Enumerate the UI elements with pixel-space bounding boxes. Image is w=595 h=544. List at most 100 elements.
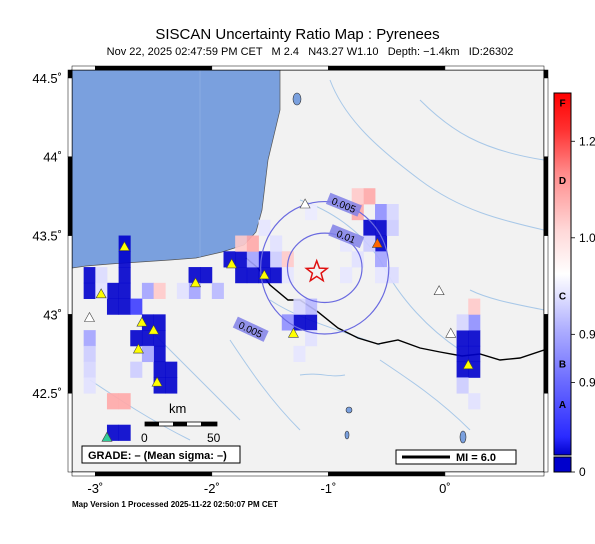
grid-cell (165, 377, 178, 394)
station-triangle (95, 288, 107, 299)
scale-tick-0: 0 (141, 431, 148, 445)
grid-cell (130, 298, 143, 315)
grid-cell (83, 330, 96, 347)
grid-cell (83, 377, 96, 394)
grid-cell (106, 424, 120, 441)
lake (344, 430, 350, 440)
station-triangle (151, 376, 163, 387)
station-triangle (445, 327, 457, 338)
grid-cell (305, 314, 318, 331)
lat-tick-label: 42.5˚ (32, 386, 62, 401)
colorbar: 1.2 1.0 0.9 0.9 0 F D C B A (553, 92, 595, 479)
lat-tick-label: 44˚ (43, 150, 62, 165)
grid-cell (363, 188, 376, 205)
grid-cell (118, 424, 131, 441)
lon-tick-label: -2˚ (204, 481, 220, 496)
map-subtitle: Nov 22, 2025 02:47:59 PM CET M 2.4 N43.2… (106, 46, 514, 58)
lake (459, 430, 467, 444)
grid-cell (258, 219, 271, 236)
grid-cell (165, 361, 178, 378)
grade-box (81, 445, 241, 464)
grid-cell (293, 298, 306, 315)
station-triangle (148, 324, 160, 335)
colorbar-label: 0.9 (579, 327, 595, 341)
grid-cell (305, 298, 318, 315)
grid-cell (83, 267, 96, 284)
grid-cell (468, 345, 481, 363)
grid-cell (106, 282, 120, 299)
frame-checker (67, 65, 549, 477)
grid-cell (141, 345, 154, 363)
grid-cell (305, 330, 318, 347)
grid-cell (106, 393, 120, 410)
grid-cell (246, 235, 259, 252)
grid-cell (456, 314, 469, 331)
lat-tick-label: 43˚ (43, 307, 62, 322)
station-triangle (101, 431, 113, 442)
mi-box (395, 449, 517, 465)
grid-cell (363, 235, 376, 252)
colorbar-grade-letter: D (559, 176, 566, 187)
colorbar-grade-letter: F (559, 99, 565, 110)
scale-unit: km (169, 401, 186, 416)
grid-cell (456, 377, 469, 394)
coastal-island (292, 92, 302, 106)
grid-cell (130, 361, 143, 378)
grade-label: GRADE: – (Mean sigma: –) (88, 450, 227, 462)
lon-tick-label: 0˚ (439, 481, 451, 496)
grid-cell (375, 251, 388, 268)
grid-cell (246, 251, 259, 268)
lake (345, 406, 353, 414)
station-triangle (258, 269, 270, 280)
country-border (245, 257, 544, 361)
grid-cell (468, 393, 481, 410)
stations (83, 198, 474, 442)
grid-cell (375, 267, 388, 284)
grid-cell (386, 204, 399, 221)
station-triangle (190, 277, 202, 288)
station-triangle (287, 327, 299, 338)
grid-cell (375, 219, 388, 236)
grid-cell (246, 267, 259, 284)
grid-cell (83, 361, 96, 378)
grid-cell (188, 267, 201, 284)
station-triangle (226, 258, 238, 269)
processed-footer: Map Version 1 Processed 2025-11-22 02:50… (72, 500, 278, 509)
grid-cell (106, 298, 120, 315)
grid-cell (95, 267, 108, 284)
grid-cell (456, 330, 469, 347)
grid-cell (141, 282, 154, 299)
colorbar-label: 0 (579, 465, 586, 479)
contour-line (260, 200, 390, 335)
grid-cell (468, 314, 481, 331)
longitude-ticks: -3˚ -2˚ -1˚ 0˚ (87, 481, 450, 496)
grid-cell (83, 345, 96, 363)
grid-cell (118, 298, 131, 315)
grid-cell (118, 393, 131, 410)
colorbar-grade-letter: A (559, 400, 566, 411)
colorbar-label: 1.2 (579, 134, 595, 148)
lat-tick-label: 43.5˚ (32, 229, 62, 244)
map-title: SISCAN Uncertainty Ratio Map : Pyrenees (155, 26, 440, 43)
grid-cell (118, 251, 131, 268)
grid-cell (235, 251, 248, 268)
colorbar-label: 0.9 (579, 376, 595, 390)
grid-cell (270, 251, 283, 268)
grid-cell (118, 267, 131, 284)
grid-cell (293, 345, 306, 363)
grid-cell (118, 282, 131, 299)
scale-bar: km 0 50 (141, 401, 221, 445)
grid-cell (363, 219, 376, 236)
scale-tick-50: 50 (207, 431, 221, 445)
grid-cell (375, 204, 388, 221)
grid-cell (351, 251, 364, 268)
epicenter-star (304, 258, 330, 283)
contour-line (286, 232, 363, 304)
grid-cell (235, 267, 248, 284)
grid-cell (153, 314, 166, 331)
grid-cell (130, 330, 143, 347)
grid-cell (235, 235, 248, 252)
station-triangle (132, 343, 144, 354)
colorbar-grade-letter: B (559, 359, 566, 370)
